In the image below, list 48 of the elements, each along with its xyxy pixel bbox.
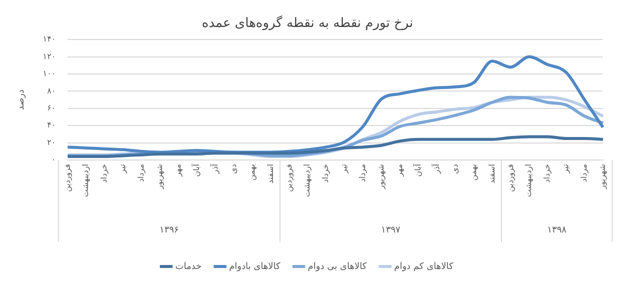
x-tick-label: مرداد <box>580 164 589 182</box>
y-tick-label: ۴۰ <box>47 120 56 130</box>
y-tick-label: ۱۴۰ <box>42 34 56 44</box>
legend-label: کالاهای بادوام <box>229 262 282 272</box>
x-tick-label: مرداد <box>136 164 146 182</box>
legend-label: کالاهای بی دوام <box>308 262 368 272</box>
x-tick-label: شهریور <box>376 164 386 190</box>
x-tick-label: فروردین <box>284 164 294 192</box>
x-tick-label: اردیبهشت <box>81 164 90 197</box>
x-tick-label: اسفند <box>487 164 496 184</box>
y-tick-label: ۶۰ <box>47 103 56 112</box>
x-tick-label: مهر <box>174 164 183 178</box>
y-tick-label: ۱۰۰ <box>42 69 56 78</box>
x-tick-label: دی <box>228 164 238 174</box>
x-tick-label: آبان <box>190 163 201 177</box>
x-tick-label: بهمن <box>247 164 256 181</box>
y-tick-label: ۸۰ <box>47 86 56 96</box>
y-axis-title: درصد <box>16 89 27 110</box>
line-series <box>66 135 604 158</box>
x-tick-label: خرداد <box>542 164 552 183</box>
x-tick-label: فروردین <box>506 164 515 192</box>
x-tick-label: آبان <box>412 163 422 177</box>
x-tick-label: اسفند <box>266 164 275 184</box>
x-tick-label: آذر <box>209 163 220 175</box>
x-tick-label: فروردین <box>62 164 72 192</box>
x-tick-label: تیر <box>561 164 570 174</box>
x-tick-label: خرداد <box>100 164 109 183</box>
y-tick-label: ۰ <box>51 155 56 164</box>
x-tick-label: بهمن <box>468 164 478 181</box>
text: ۱۳۹۶ <box>160 225 180 236</box>
x-tick-label: مرداد <box>358 164 368 182</box>
x-tick-label: مهر <box>395 164 404 178</box>
x-tick-label: اردیبهشت <box>302 164 312 197</box>
text: ۱۳۹۷ <box>381 225 401 236</box>
x-tick-label: شهریور <box>598 164 608 190</box>
x-tick-label: تیر <box>118 164 128 174</box>
legend-label: خدمات <box>175 262 202 272</box>
x-tick-label: خرداد <box>321 164 330 183</box>
y-tick-label: ۲۰ <box>47 138 56 147</box>
x-tick-label: تیر <box>340 164 349 174</box>
legend-label: کالاهای کم دوام <box>394 262 454 272</box>
x-tick-label: اردیبهشت <box>524 164 534 197</box>
text: ۱۳۹۸ <box>547 225 567 236</box>
y-tick-label: ۱۲۰ <box>42 52 56 61</box>
x-tick-label: شهریور <box>155 164 164 190</box>
x-tick-label: دی <box>450 164 460 174</box>
x-tick-label: آذر <box>430 163 441 175</box>
chart-title: نرخ تورم نقطه به نقطه گروه‌های عمده <box>202 15 414 32</box>
